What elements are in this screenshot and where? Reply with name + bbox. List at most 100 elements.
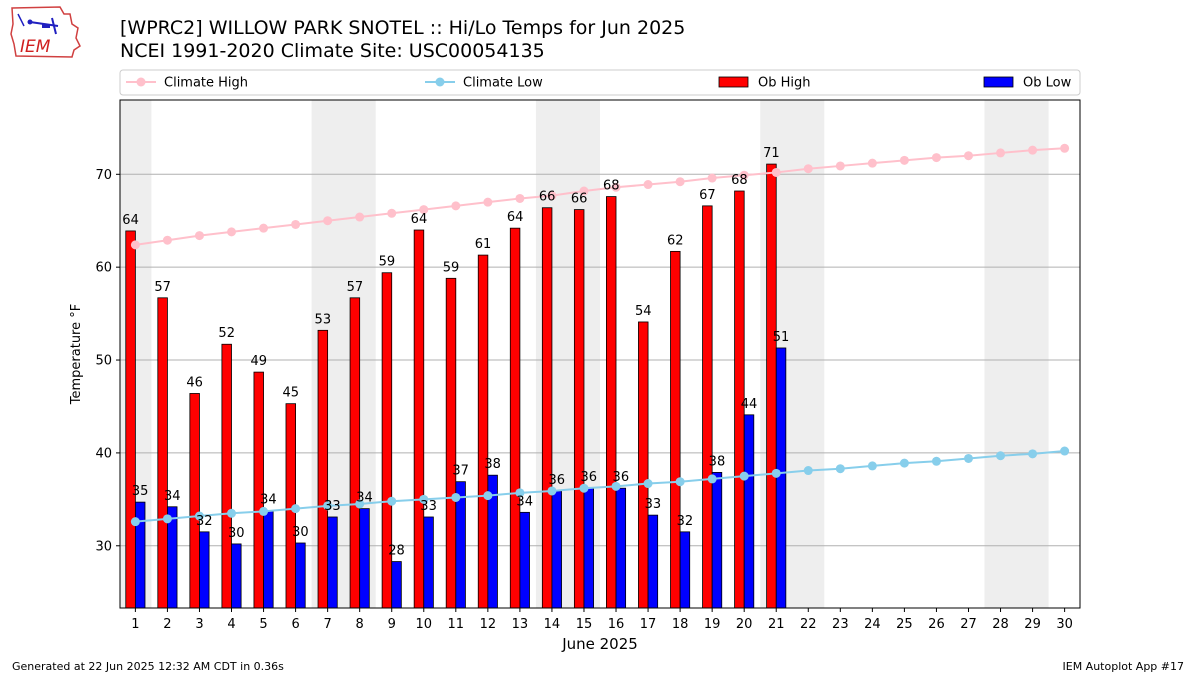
x-tick-label-19: 19 [704,617,721,632]
climate-high-point-20 [739,170,749,180]
ob-high-bar-3 [189,393,200,609]
ob-low-bar-8 [359,508,370,609]
ob-low-bar-7 [327,516,338,609]
ob-low-bar-21 [775,347,787,609]
climate-low-point-13 [515,488,525,498]
legend-climate-low: Climate Low [463,76,543,91]
ob-low-label-13: 34 [516,494,533,509]
climate-low-point-19 [707,474,717,484]
climate-high-point-8 [355,212,365,222]
ob-low-bar-14 [551,490,562,609]
x-tick-label-2: 2 [163,617,171,632]
ob-low-label-15: 36 [581,470,598,485]
climate-high-point-23 [835,161,845,171]
x-tick-label-8: 8 [356,617,364,632]
ob-low-label-2: 34 [164,489,181,504]
x-tick-label-26: 26 [928,617,945,632]
ob-low-label-12: 38 [484,457,501,472]
x-tick-label-25: 25 [896,617,913,632]
ob-high-label-15: 66 [571,192,588,207]
ob-high-label-6: 45 [283,386,300,401]
climate-high-point-22 [803,164,813,174]
x-tick-label-9: 9 [388,617,396,632]
climate-high-point-7 [323,216,333,226]
ob-low-label-9: 28 [388,544,405,559]
ob-high-label-10: 64 [411,212,428,227]
climate-low-line [135,450,1065,523]
weekend-shade-4 [984,100,1049,608]
climate-high-point-28 [996,148,1006,158]
ob-high-label-14: 66 [539,190,556,205]
climate-low-point-8 [355,499,365,509]
ob-high-bar-18 [670,250,681,609]
ob-high-label-13: 64 [507,210,524,225]
climate-low-point-15 [579,483,589,493]
ob-low-label-4: 30 [228,526,245,541]
climate-low-point-27 [963,453,973,463]
ob-high-label-9: 59 [379,255,396,270]
ob-low-label-1: 35 [132,484,149,499]
climate-low-point-12 [483,491,493,501]
ob-high-bar-12 [477,254,489,609]
ob-low-bar-16 [615,487,627,609]
ob-high-label-19: 67 [699,188,716,203]
ob-high-bar-11 [445,277,457,609]
x-tick-label-14: 14 [544,617,561,632]
ob-high-label-8: 57 [347,280,364,295]
ob-low-bar-20 [743,414,755,609]
x-tick-label-13: 13 [512,617,529,632]
ob-low-label-5: 34 [260,492,277,507]
chart-subtitle: NCEI 1991-2020 Climate Site: USC00054135 [120,40,545,62]
x-tick-label-10: 10 [415,617,432,632]
ob-high-bar-13 [509,227,521,609]
legend: Climate High Climate Low Ob High Ob Low [119,69,1081,96]
bars [125,163,787,609]
y-tick-label-60: 60 [95,261,112,276]
ob-low-label-18: 32 [677,514,694,529]
climate-low-point-4 [227,508,237,518]
ob-high-label-4: 52 [218,326,235,341]
ob-high-bar-1 [125,230,136,609]
ob-low-label-19: 38 [709,454,726,469]
y-tick-label-40: 40 [95,446,112,461]
x-tick-label-18: 18 [672,617,689,632]
ob-high-bar-17 [638,321,649,609]
ob-low-label-16: 36 [613,470,630,485]
climate-high-point-12 [483,197,493,207]
data-labels: 64 57 46 52 49 45 53 57 59 64 59 61 64 66 66 68 54 62 67 68… [122,146,789,558]
x-tick-label-5: 5 [259,617,267,632]
x-tick-label-4: 4 [227,617,235,632]
ob-high-label-17: 54 [635,304,652,319]
ob-high-bar-16 [606,196,617,609]
y-axis-label: Temperature °F [69,304,84,405]
ob-high-bar-5 [253,371,264,609]
x-tick-label-6: 6 [291,617,299,632]
ob-low-bar-9 [391,561,402,609]
ob-low-label-11: 37 [452,464,469,479]
ob-high-label-18: 62 [667,233,684,248]
ob-high-bar-10 [413,229,425,609]
climate-high-point-9 [387,208,397,218]
ob-high-bar-8 [349,297,361,609]
x-tick-label-21: 21 [768,617,785,632]
legend-ob-high-swatch [718,76,749,88]
y-tick-label-30: 30 [95,539,112,554]
x-tick-label-11: 11 [448,617,465,632]
legend-climate-low-marker [435,77,445,87]
ob-high-label-2: 57 [154,280,171,295]
x-tick-label-17: 17 [640,617,657,632]
climate-low-point-30 [1060,446,1070,456]
climate-low-point-14 [547,486,557,496]
x-tick-label-15: 15 [576,617,593,632]
climate-high-point-4 [227,227,237,237]
x-tick-label-27: 27 [960,617,977,632]
ob-low-label-3: 32 [196,514,213,529]
ob-low-label-21: 51 [773,330,790,345]
ob-high-label-11: 59 [443,260,460,275]
ob-high-bar-2 [157,297,168,609]
climate-high-point-3 [194,231,204,241]
ob-low-label-6: 30 [292,525,309,540]
x-tick-label-29: 29 [1024,617,1041,632]
climate-high-point-2 [162,235,172,245]
legend-box [119,69,1081,96]
